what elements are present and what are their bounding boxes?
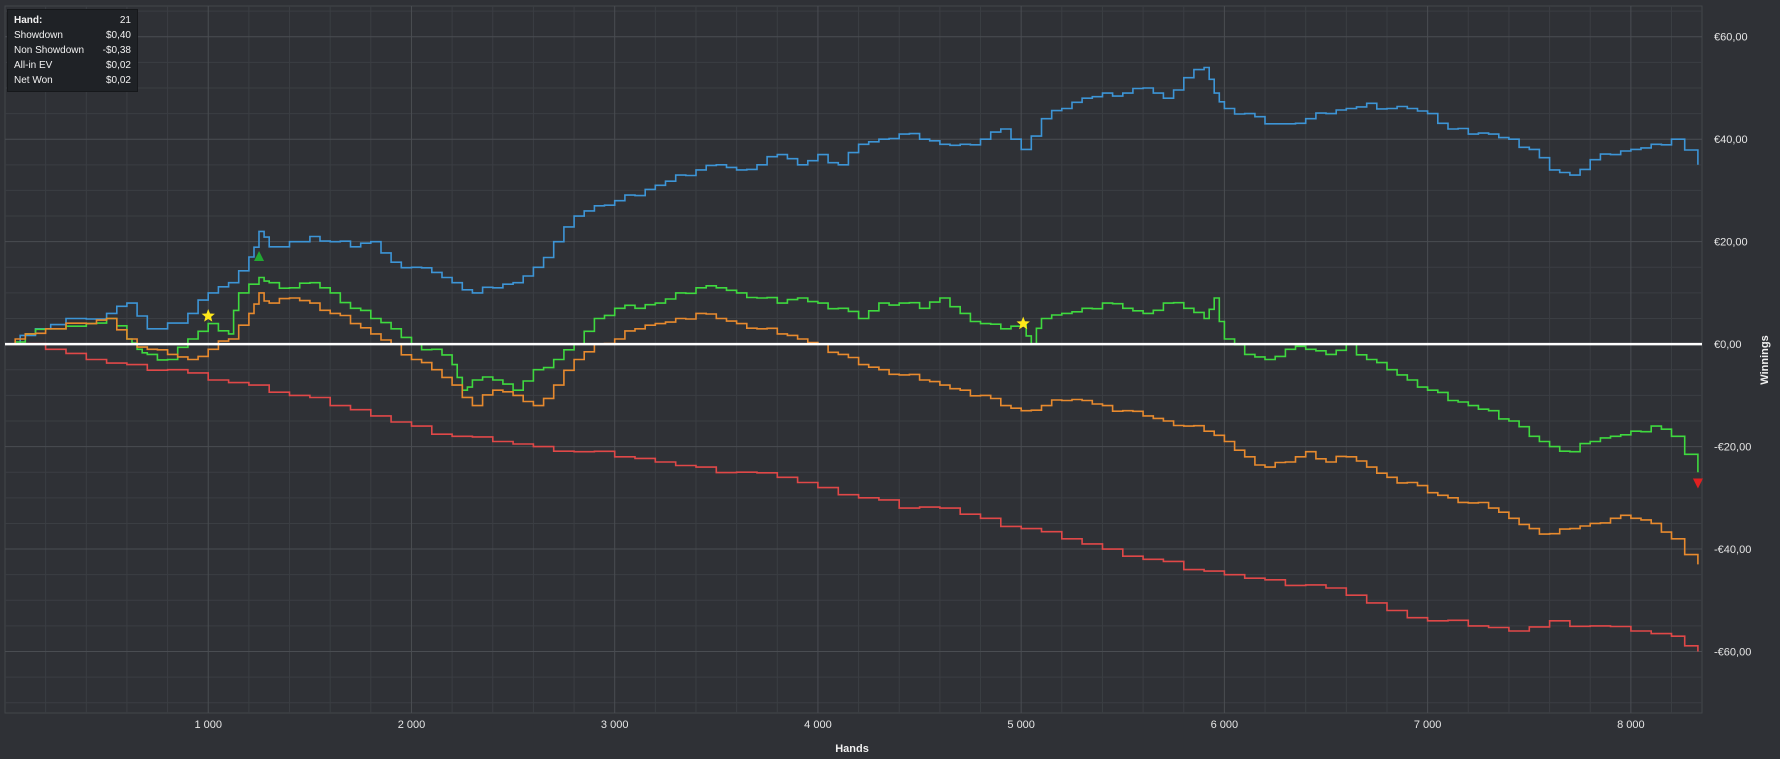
y-tick-label: €20,00 xyxy=(1714,237,1748,249)
stat-value: $0,02 xyxy=(105,60,131,71)
series-layer xyxy=(5,66,1702,652)
stat-label: Net Won xyxy=(14,75,53,86)
star-marker xyxy=(201,309,215,322)
series-line-red xyxy=(5,342,1699,652)
x-tick-label: 4 000 xyxy=(804,719,832,731)
stat-row-non-showdown: Non Showdown -$0,38 xyxy=(8,43,137,58)
marker-layer xyxy=(201,251,1703,489)
x-tick-label: 7 000 xyxy=(1414,719,1442,731)
y-tick-label: -€20,00 xyxy=(1714,442,1751,454)
stat-label: Non Showdown xyxy=(14,45,85,56)
series-line-orange xyxy=(5,292,1699,565)
stat-value: $0,02 xyxy=(105,75,131,86)
stat-value: $0,40 xyxy=(105,30,131,41)
x-tick-label: 1 000 xyxy=(194,719,222,731)
x-tick-label: 6 000 xyxy=(1211,719,1239,731)
series-line-green xyxy=(5,276,1699,473)
grid xyxy=(4,5,1703,714)
stat-label: Hand: xyxy=(14,15,43,26)
stat-row-net-won: Net Won $0,02 xyxy=(8,73,137,88)
stat-value: -$0,38 xyxy=(102,45,131,56)
plot-area xyxy=(4,5,1703,714)
y-tick-label: €0,00 xyxy=(1714,339,1742,351)
stat-label: Showdown xyxy=(14,30,63,41)
tick-labels: 1 000 2 000 3 000 4 000 5 000 6 000 7 000 8 000… xyxy=(194,32,1751,731)
stat-row-hand: Hand: 21 xyxy=(8,13,137,28)
stat-row-showdown: Showdown $0,40 xyxy=(8,28,137,43)
y-tick-label: -€40,00 xyxy=(1714,544,1751,556)
x-tick-label: 2 000 xyxy=(398,719,426,731)
hand-stats-panel: Hand: 21 Showdown $0,40 Non Showdown -$0… xyxy=(7,9,138,92)
star-marker xyxy=(1016,316,1030,330)
y-tick-label: -€60,00 xyxy=(1714,647,1751,659)
y-tick-label: €40,00 xyxy=(1714,134,1748,146)
triangle-up-marker xyxy=(254,251,265,262)
x-tick-label: 8 000 xyxy=(1617,719,1645,731)
series-line-blue xyxy=(5,66,1699,345)
triangle-down-marker xyxy=(1692,478,1703,489)
stat-row-allin-ev: All-in EV $0,02 xyxy=(8,58,137,73)
stat-label: All-in EV xyxy=(14,60,53,71)
x-axis-title: Hands xyxy=(835,743,869,755)
y-tick-label: €60,00 xyxy=(1714,32,1748,44)
x-tick-label: 3 000 xyxy=(601,719,629,731)
x-tick-label: 5 000 xyxy=(1007,719,1035,731)
y-axis-title: Winnings xyxy=(1759,335,1771,384)
stat-value: 21 xyxy=(119,15,131,26)
